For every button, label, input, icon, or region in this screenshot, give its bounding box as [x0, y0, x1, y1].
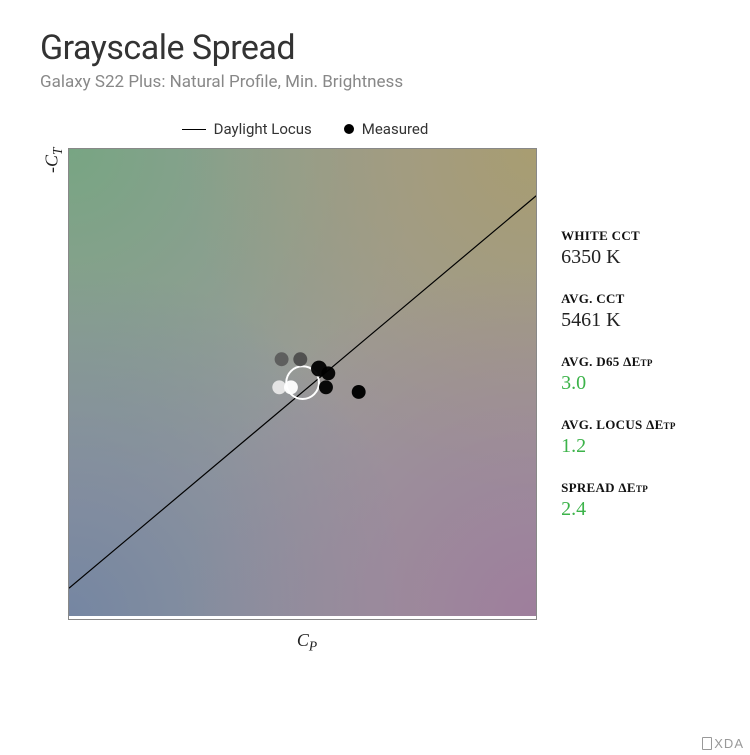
- stat-value: 2.4: [561, 498, 740, 521]
- page: Grayscale Spread Galaxy S22 Plus: Natura…: [0, 0, 750, 755]
- stat-block: AVG. CCT 5461 K: [561, 291, 740, 332]
- legend-line-icon: [182, 129, 206, 130]
- legend-line-label: Daylight Locus: [214, 120, 312, 138]
- stat-value: 3.0: [561, 372, 740, 395]
- stat-block: AVG. LOCUS ΔETP 1.2: [561, 417, 740, 458]
- legend-item-line: Daylight Locus: [182, 120, 312, 138]
- stat-value: 5461 K: [561, 309, 740, 332]
- plot-box: [68, 148, 537, 620]
- stat-label: AVG. CCT: [561, 291, 740, 307]
- stat-label: AVG. LOCUS ΔETP: [561, 417, 740, 433]
- watermark-text: XDA: [714, 736, 744, 751]
- chart-subtitle: Galaxy S22 Plus: Natural Profile, Min. B…: [40, 72, 740, 92]
- legend: Daylight Locus Measured: [70, 120, 540, 138]
- stat-value: 6350 K: [561, 246, 740, 269]
- stat-block: AVG. D65 ΔETP 3.0: [561, 354, 740, 395]
- chart-title: Grayscale Spread: [40, 28, 740, 68]
- watermark: XDA: [702, 736, 744, 751]
- y-axis-label: -CT: [40, 148, 68, 173]
- y-axis-text: -CT: [42, 148, 67, 174]
- stats-panel: WHITE CCT 6350 K AVG. CCT 5461 K AVG. D65 ΔE…: [537, 148, 740, 521]
- stat-value: 1.2: [561, 435, 740, 458]
- legend-dot-icon: [344, 124, 354, 134]
- legend-measured-label: Measured: [362, 120, 429, 138]
- chart-area: -CT WHITE CCT 6350 K AVG. CCT 5461 K AVG. D6…: [40, 148, 740, 620]
- watermark-icon: [702, 737, 712, 750]
- stat-block: WHITE CCT 6350 K: [561, 228, 740, 269]
- stat-label: WHITE CCT: [561, 228, 740, 244]
- stat-label: AVG. D65 ΔETP: [561, 354, 740, 370]
- stat-block: SPREAD ΔETP 2.4: [561, 480, 740, 521]
- legend-item-measured: Measured: [344, 120, 429, 138]
- stat-label: SPREAD ΔETP: [561, 480, 740, 496]
- x-axis-label: CP: [72, 630, 542, 655]
- plot-svg: [69, 149, 536, 616]
